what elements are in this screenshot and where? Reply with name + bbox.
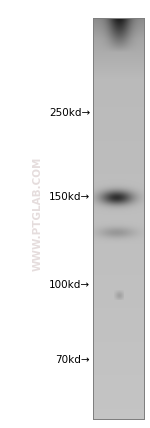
Text: 100kd→: 100kd→ <box>49 280 90 290</box>
Text: 70kd→: 70kd→ <box>55 355 90 365</box>
Text: 250kd→: 250kd→ <box>49 108 90 118</box>
Text: WWW.PTGLAB.COM: WWW.PTGLAB.COM <box>32 157 42 271</box>
Text: 150kd→: 150kd→ <box>49 192 90 202</box>
